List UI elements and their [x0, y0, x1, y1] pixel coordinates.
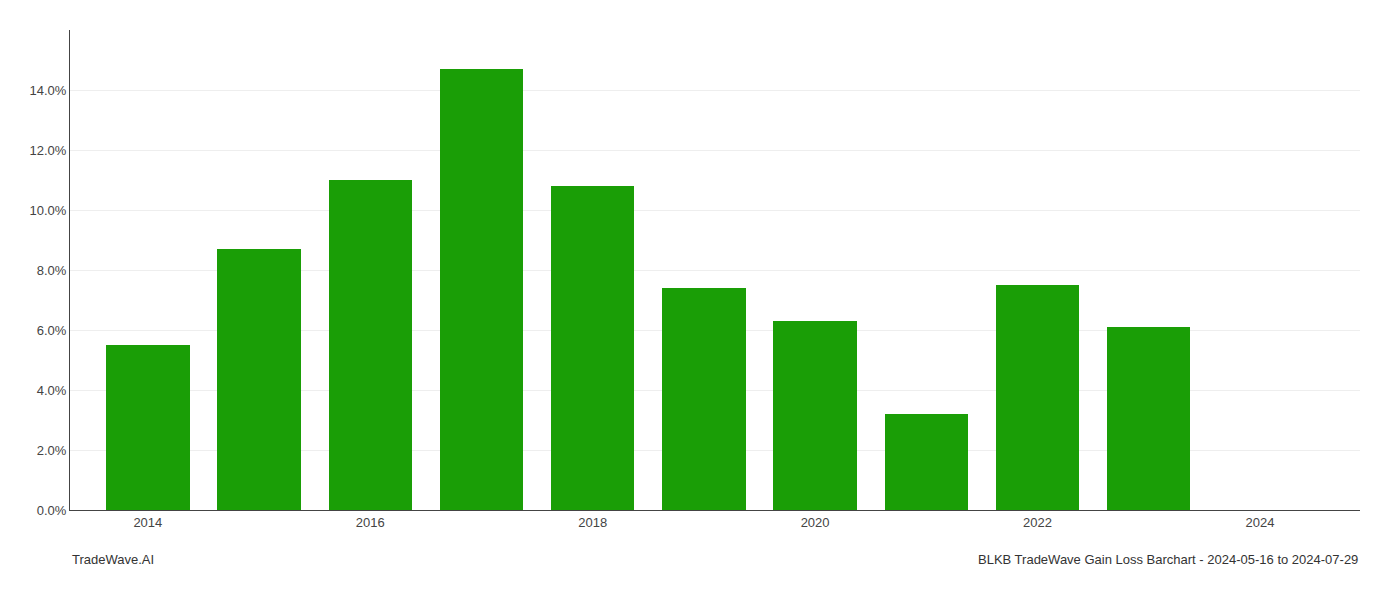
svg-text:2022: 2022	[1023, 515, 1052, 530]
svg-text:2020: 2020	[801, 515, 830, 530]
svg-text:2014: 2014	[133, 515, 162, 530]
svg-text:8.0%: 8.0%	[37, 263, 67, 278]
svg-text:2.0%: 2.0%	[37, 443, 67, 458]
svg-text:12.0%: 12.0%	[30, 143, 67, 158]
svg-text:2018: 2018	[578, 515, 607, 530]
svg-text:BLKB TradeWave Gain Loss Barch: BLKB TradeWave Gain Loss Barchart - 2024…	[978, 552, 1358, 567]
svg-text:2024: 2024	[1245, 515, 1274, 530]
svg-text:6.0%: 6.0%	[37, 323, 67, 338]
svg-text:10.0%: 10.0%	[30, 203, 67, 218]
svg-text:4.0%: 4.0%	[37, 383, 67, 398]
svg-text:0.0%: 0.0%	[37, 503, 67, 518]
svg-text:2016: 2016	[356, 515, 385, 530]
svg-text:TradeWave.AI: TradeWave.AI	[72, 552, 154, 567]
svg-text:14.0%: 14.0%	[30, 83, 67, 98]
